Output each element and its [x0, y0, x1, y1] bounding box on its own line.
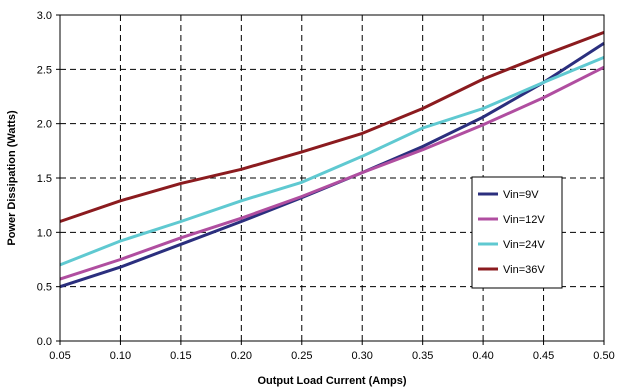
x-tick-label: 0.25 [291, 350, 312, 362]
y-tick-label: 3.0 [37, 10, 52, 22]
y-tick-label: 2.5 [37, 64, 52, 76]
legend-label: Vin=9V [503, 189, 539, 201]
legend-label: Vin=12V [503, 214, 545, 226]
legend: Vin=9V Vin=12V Vin=24V Vin=36V [471, 176, 563, 289]
x-tick-label: 0.40 [472, 350, 493, 362]
series-lines [59, 30, 605, 289]
x-axis-title: Output Load Current (Amps) [257, 375, 406, 387]
x-tick-label: 0.10 [110, 350, 131, 362]
series-line-vin-24v [59, 56, 605, 267]
series-line-vin-36v [59, 30, 605, 223]
x-tick-label: 0.50 [593, 350, 614, 362]
axis-ticks: 0.05 0.10 0.15 0.20 0.25 0.30 0.35 0.40 0.45 0.50… [37, 10, 615, 362]
y-axis-title: Power Dissipation (Watts) [6, 110, 18, 246]
x-tick-label: 0.45 [533, 350, 554, 362]
x-tick-label: 0.30 [352, 350, 373, 362]
y-tick-label: 0.5 [37, 282, 52, 294]
x-tick-label: 0.35 [412, 350, 433, 362]
x-tick-label: 0.15 [170, 350, 191, 362]
y-tick-label: 0.0 [37, 336, 52, 348]
y-tick-label: 1.5 [37, 173, 52, 185]
x-tick-label: 0.20 [231, 350, 252, 362]
series-line-vin-12v [59, 65, 605, 281]
y-tick-label: 2.0 [37, 119, 52, 131]
legend-label: Vin=24V [503, 239, 545, 251]
legend-label: Vin=36V [503, 264, 545, 276]
y-tick-label: 1.0 [37, 227, 52, 239]
x-tick-label: 0.05 [49, 350, 70, 362]
